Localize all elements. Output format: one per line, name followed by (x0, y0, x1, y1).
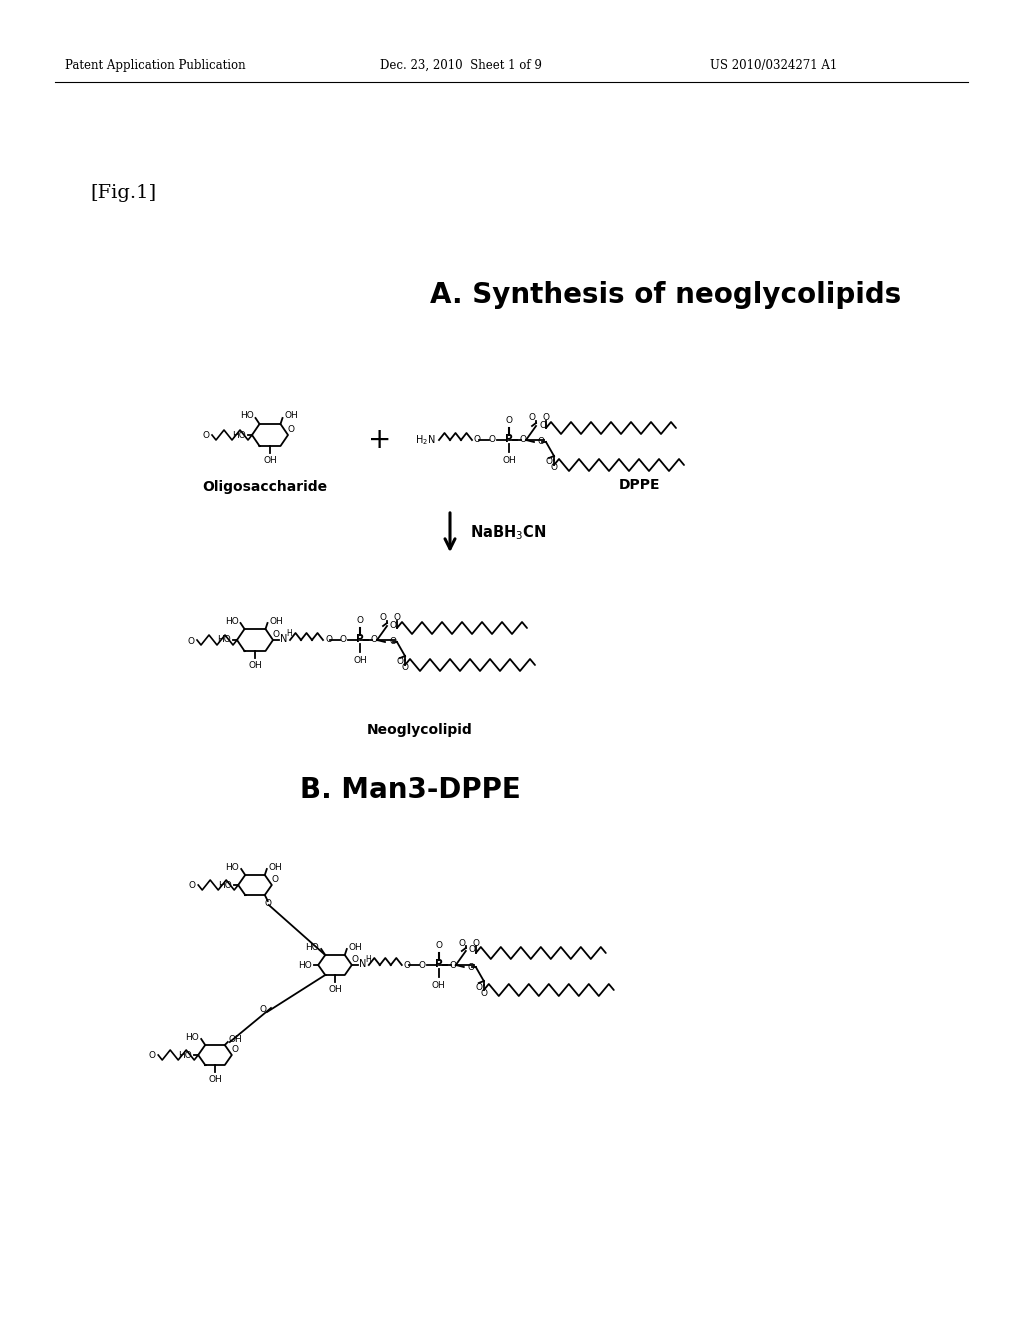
Text: O: O (538, 437, 545, 446)
Text: O: O (418, 961, 425, 969)
Text: HO: HO (240, 412, 254, 421)
Text: O: O (340, 635, 346, 644)
Text: O: O (475, 982, 482, 991)
Text: O: O (203, 432, 210, 441)
Text: O: O (506, 416, 512, 425)
Text: P: P (505, 434, 513, 444)
Text: O: O (468, 962, 475, 972)
Text: Neoglycolipid: Neoglycolipid (368, 723, 473, 737)
Text: O: O (528, 413, 536, 422)
Text: O: O (271, 875, 279, 884)
Text: H: H (365, 954, 371, 964)
Text: P: P (435, 960, 442, 969)
Text: O: O (371, 635, 378, 644)
Text: O: O (231, 1045, 239, 1055)
Text: O: O (187, 636, 195, 645)
Text: O: O (389, 638, 396, 647)
Text: O: O (356, 616, 364, 624)
Text: O: O (551, 463, 557, 473)
Text: [Fig.1]: [Fig.1] (90, 183, 156, 202)
Text: O: O (351, 956, 358, 965)
Text: O: O (288, 425, 294, 434)
Text: HO: HO (218, 880, 232, 890)
Text: O: O (450, 961, 457, 969)
Text: N: N (280, 634, 288, 644)
Text: Dec. 23, 2010  Sheet 1 of 9: Dec. 23, 2010 Sheet 1 of 9 (380, 58, 542, 71)
Text: HO: HO (217, 635, 231, 644)
Text: O: O (435, 941, 442, 950)
Text: O: O (393, 614, 400, 623)
Text: OH: OH (285, 412, 298, 421)
Text: Oligosaccharide: Oligosaccharide (203, 480, 328, 494)
Text: O: O (403, 961, 411, 969)
Text: O: O (380, 614, 386, 623)
Text: OH: OH (432, 981, 445, 990)
Text: NaBH$_3$CN: NaBH$_3$CN (470, 524, 547, 543)
Text: HO: HO (298, 961, 312, 969)
Text: HO: HO (232, 430, 246, 440)
Text: HO: HO (185, 1032, 200, 1041)
Text: O: O (469, 945, 476, 954)
Text: HO: HO (178, 1051, 193, 1060)
Text: O: O (546, 458, 553, 466)
Text: HO: HO (224, 616, 239, 626)
Text: OH: OH (269, 616, 284, 626)
Text: O: O (472, 939, 479, 948)
Text: OH: OH (349, 942, 362, 952)
Text: B. Man3-DPPE: B. Man3-DPPE (300, 776, 521, 804)
Text: OH: OH (353, 656, 367, 665)
Text: O: O (390, 620, 397, 630)
Text: O: O (543, 413, 550, 422)
Text: N: N (358, 960, 367, 969)
Text: O: O (272, 630, 280, 639)
Text: OH: OH (328, 985, 342, 994)
Text: O: O (396, 657, 403, 667)
Text: O: O (488, 436, 496, 445)
Text: P: P (356, 634, 364, 644)
Text: H: H (286, 630, 292, 639)
Text: A. Synthesis of neoglycolipids: A. Synthesis of neoglycolipids (430, 281, 901, 309)
Text: HO: HO (225, 862, 240, 871)
Text: OH: OH (268, 862, 283, 871)
Text: OH: OH (502, 455, 516, 465)
Text: OH: OH (228, 1035, 243, 1044)
Text: OH: OH (248, 661, 262, 671)
Text: O: O (325, 635, 332, 644)
Text: O: O (264, 899, 271, 908)
Text: O: O (480, 989, 487, 998)
Text: O: O (519, 436, 526, 445)
Text: O: O (259, 1006, 266, 1015)
Text: O: O (539, 421, 546, 429)
Text: OH: OH (208, 1074, 222, 1084)
Text: OH: OH (263, 455, 276, 465)
Text: H$_2$N: H$_2$N (415, 433, 435, 447)
Text: Patent Application Publication: Patent Application Publication (65, 58, 246, 71)
Text: O: O (148, 1052, 156, 1060)
Text: O: O (474, 436, 481, 445)
Text: O: O (188, 882, 196, 891)
Text: O: O (401, 664, 409, 672)
Text: DPPE: DPPE (620, 478, 660, 492)
Text: +: + (369, 426, 392, 454)
Text: O: O (459, 939, 465, 948)
Text: HO: HO (305, 942, 319, 952)
Text: US 2010/0324271 A1: US 2010/0324271 A1 (710, 58, 838, 71)
